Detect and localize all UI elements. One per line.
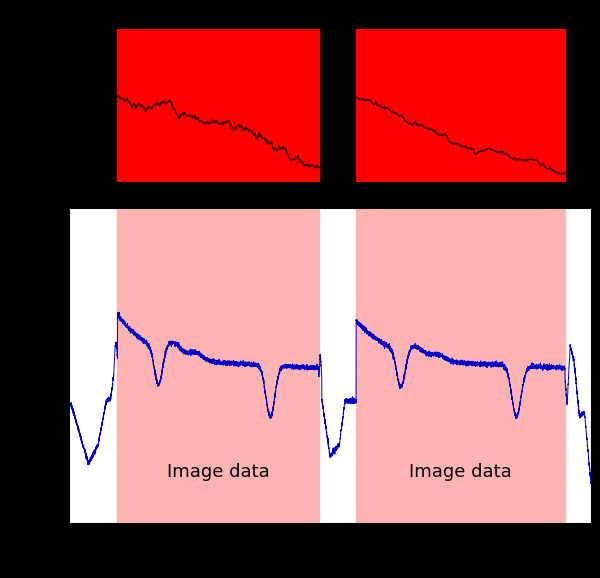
Text: Signal
cove: Signal cove	[23, 184, 63, 206]
Bar	[356, 29, 565, 182]
Bar	[118, 208, 319, 523]
Text: Image data: Image data	[409, 463, 512, 481]
Bar	[356, 208, 565, 523]
Bar	[118, 29, 319, 182]
Text: Image data: Image data	[167, 463, 269, 481]
X-axis label: Sample offset (relative): Sample offset (relative)	[240, 551, 420, 566]
Y-axis label: Sample value: Sample value	[8, 313, 23, 418]
